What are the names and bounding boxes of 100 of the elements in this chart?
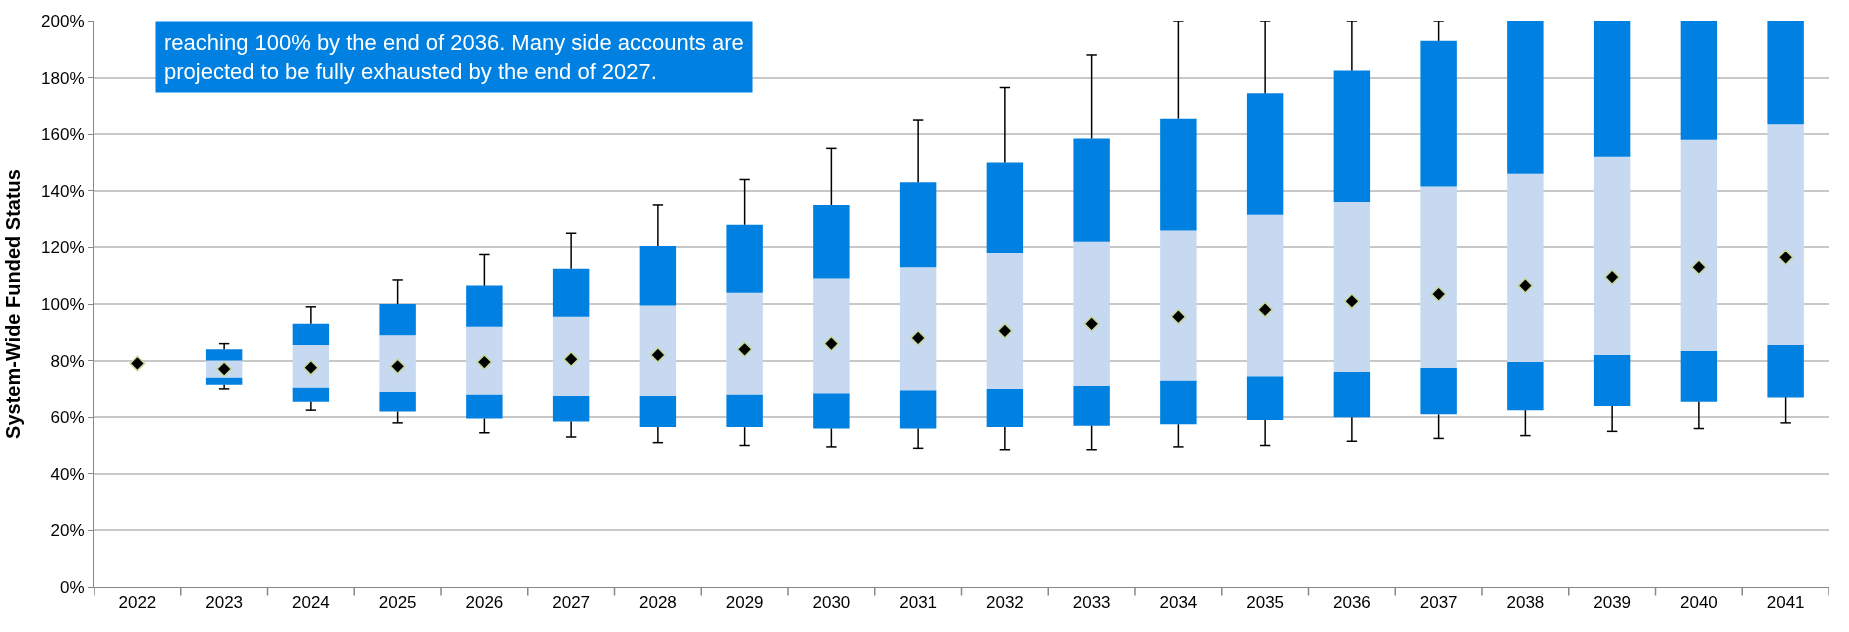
point bbox=[736, 341, 753, 358]
y-tick-label: 40% bbox=[50, 464, 85, 484]
x-tick-label: 2036 bbox=[1332, 593, 1371, 613]
bar bbox=[379, 304, 416, 336]
bar bbox=[1680, 21, 1718, 140]
point bbox=[1604, 269, 1621, 286]
x-tick-label: 2030 bbox=[812, 593, 851, 613]
bar bbox=[1246, 376, 1284, 421]
point bbox=[563, 351, 580, 368]
point bbox=[1777, 249, 1794, 266]
bar bbox=[1246, 93, 1284, 215]
bar bbox=[552, 316, 590, 396]
bar bbox=[1073, 386, 1110, 426]
bar bbox=[1593, 21, 1631, 157]
bar bbox=[813, 204, 850, 279]
bar bbox=[1507, 21, 1544, 174]
y-tick-label: 160% bbox=[41, 125, 85, 145]
y-tick-label: 0% bbox=[60, 577, 85, 597]
bar bbox=[1333, 202, 1371, 372]
bar bbox=[899, 267, 937, 391]
bar bbox=[1507, 173, 1544, 363]
y-tick-label: 100% bbox=[41, 294, 85, 314]
bar bbox=[552, 268, 590, 317]
point bbox=[1083, 315, 1100, 332]
bar bbox=[1073, 241, 1110, 387]
bar bbox=[1507, 362, 1544, 411]
bar bbox=[726, 224, 763, 293]
point bbox=[1343, 293, 1360, 310]
bar bbox=[1160, 380, 1197, 425]
annotation: reaching 100% by the end of 2036. Many side accounts are projected to be fully exhausted by the end of 2027. bbox=[164, 30, 744, 84]
x-tick-label: 2035 bbox=[1246, 593, 1285, 613]
bar bbox=[986, 162, 1024, 254]
bar bbox=[1073, 138, 1110, 242]
bar bbox=[1593, 156, 1631, 355]
point bbox=[1517, 277, 1534, 294]
bar bbox=[726, 292, 763, 395]
x-tick-label: 2040 bbox=[1679, 593, 1718, 613]
bar bbox=[1680, 350, 1718, 402]
bar bbox=[1246, 214, 1284, 377]
bar bbox=[379, 391, 416, 412]
point bbox=[649, 347, 666, 363]
bar bbox=[292, 323, 330, 346]
bar bbox=[899, 390, 937, 429]
y-tick-label: 80% bbox=[50, 351, 85, 371]
bar bbox=[639, 245, 677, 306]
bar bbox=[1160, 118, 1197, 231]
y-axis-title: System-Wide Funded Status bbox=[1, 169, 24, 439]
x-tick-label: 2041 bbox=[1766, 593, 1805, 613]
y-tick-label: 140% bbox=[41, 181, 85, 201]
x-tick-label: 2038 bbox=[1506, 593, 1545, 613]
bar bbox=[1767, 345, 1804, 398]
x-tick-label: 2025 bbox=[378, 593, 417, 613]
bar bbox=[1420, 40, 1457, 187]
bar bbox=[1680, 139, 1718, 351]
x-tick-label: 2026 bbox=[465, 593, 504, 613]
bar bbox=[986, 253, 1024, 389]
bar bbox=[379, 335, 416, 392]
y-tick-label: 20% bbox=[50, 521, 85, 541]
bar bbox=[292, 345, 330, 388]
x-tick-label: 2028 bbox=[638, 593, 677, 613]
x-tick-label: 2037 bbox=[1419, 593, 1458, 613]
y-tick-label: 120% bbox=[41, 238, 85, 258]
bar bbox=[1593, 354, 1631, 406]
bar bbox=[639, 305, 677, 396]
x-tick-label: 2027 bbox=[552, 593, 591, 613]
bar bbox=[205, 349, 243, 361]
bar bbox=[466, 394, 503, 419]
x-tick-label: 2023 bbox=[205, 593, 244, 613]
point bbox=[910, 330, 927, 346]
bar bbox=[1160, 230, 1197, 381]
bar bbox=[466, 285, 503, 327]
x-tick-label: 2039 bbox=[1593, 593, 1632, 613]
x-tick-label: 2032 bbox=[985, 593, 1024, 613]
y-tick-label: 200% bbox=[41, 11, 85, 31]
bar bbox=[899, 182, 937, 268]
bar bbox=[466, 326, 503, 395]
point bbox=[1170, 308, 1187, 325]
bar bbox=[726, 394, 763, 428]
bar bbox=[1767, 124, 1804, 346]
bar bbox=[205, 377, 243, 385]
bar bbox=[813, 278, 850, 394]
x-tick-label: 2024 bbox=[291, 593, 330, 613]
bar bbox=[1333, 371, 1371, 418]
bar bbox=[1333, 70, 1371, 203]
x-tick-label: 2022 bbox=[118, 593, 157, 613]
bar bbox=[1420, 367, 1457, 415]
point bbox=[1690, 259, 1707, 276]
bar bbox=[292, 387, 330, 402]
bar bbox=[552, 395, 590, 422]
point bbox=[129, 355, 146, 372]
point bbox=[1257, 301, 1274, 318]
bar bbox=[986, 388, 1024, 428]
bar bbox=[1767, 21, 1804, 125]
point bbox=[823, 335, 840, 352]
x-tick-label: 2031 bbox=[899, 593, 938, 613]
y-tick-label: 180% bbox=[41, 68, 85, 88]
point bbox=[1430, 286, 1447, 302]
bar bbox=[639, 395, 677, 428]
point bbox=[996, 322, 1013, 339]
bar bbox=[813, 393, 850, 429]
